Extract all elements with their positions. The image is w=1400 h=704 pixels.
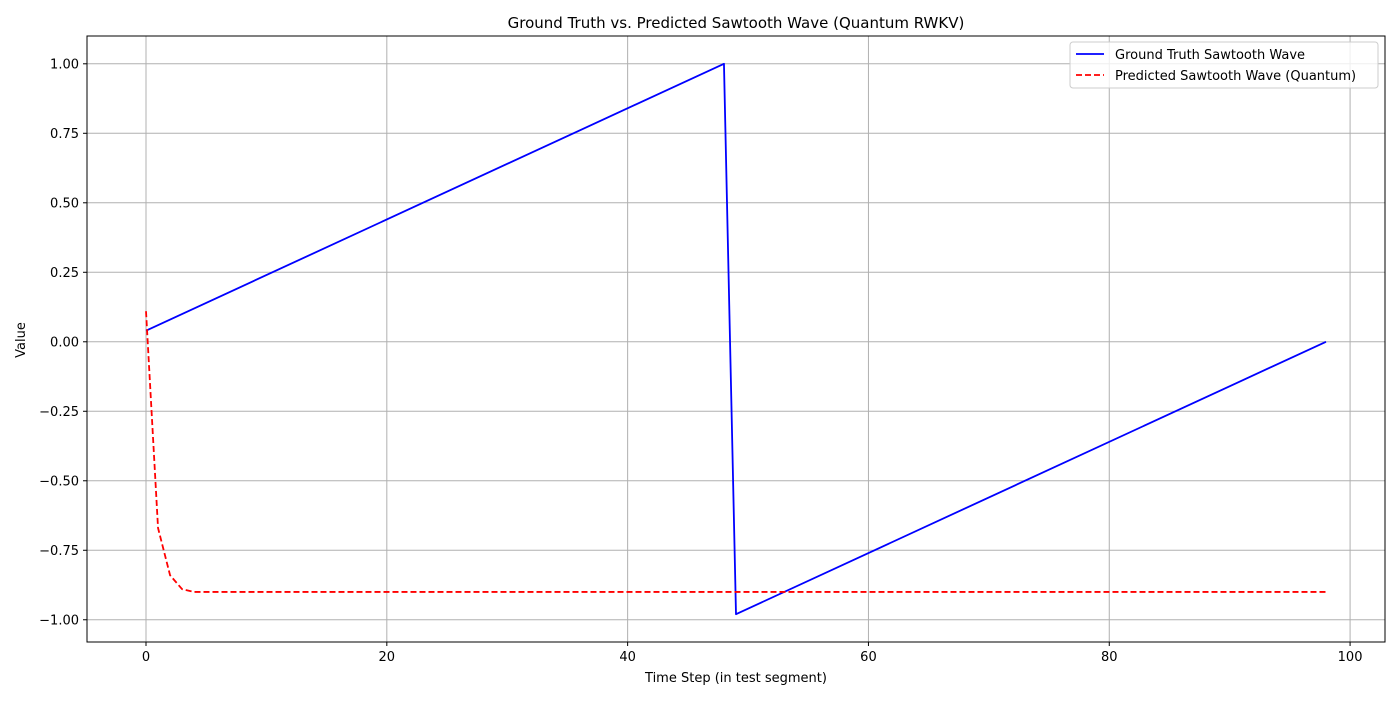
x-axis-label: Time Step (in test segment) bbox=[644, 671, 827, 686]
y-tick-label: −0.25 bbox=[39, 405, 79, 420]
y-tick-label: −1.00 bbox=[39, 613, 79, 628]
y-tick-label: 0.50 bbox=[50, 196, 79, 211]
legend-label-predicted: Predicted Sawtooth Wave (Quantum) bbox=[1115, 69, 1356, 84]
y-tick-label: −0.75 bbox=[39, 544, 79, 559]
grid bbox=[87, 36, 1385, 642]
x-tick-label: 20 bbox=[379, 650, 396, 665]
y-tick-label: 1.00 bbox=[50, 57, 79, 72]
x-tick-label: 0 bbox=[142, 650, 150, 665]
axis-ticks: 0 20 40 60 80 100 −1.00 −0.75 −0.50 −0.25 0.00 0.25… bbox=[39, 57, 1362, 665]
legend-label-ground-truth: Ground Truth Sawtooth Wave bbox=[1115, 48, 1305, 63]
x-tick-label: 80 bbox=[1101, 650, 1118, 665]
y-tick-label: 0.00 bbox=[50, 335, 79, 350]
x-tick-label: 40 bbox=[619, 650, 636, 665]
legend-box bbox=[1069, 41, 1379, 89]
y-tick-label: −0.50 bbox=[39, 474, 79, 489]
y-axis-label: Value bbox=[14, 322, 29, 358]
legend: Ground Truth Sawtooth Wave Predicted Saw… bbox=[1069, 41, 1379, 89]
series-line-predicted bbox=[145, 311, 1326, 593]
x-tick-label: 100 bbox=[1338, 650, 1363, 665]
x-tick-label: 60 bbox=[860, 650, 877, 665]
series-line-ground-truth bbox=[145, 62, 1327, 616]
chart-title: Ground Truth vs. Predicted Sawtooth Wave… bbox=[508, 14, 965, 32]
series-layer bbox=[145, 62, 1327, 616]
y-tick-label: 0.25 bbox=[50, 266, 79, 281]
plot-frame bbox=[86, 35, 1386, 643]
y-tick-label: 0.75 bbox=[50, 127, 79, 142]
